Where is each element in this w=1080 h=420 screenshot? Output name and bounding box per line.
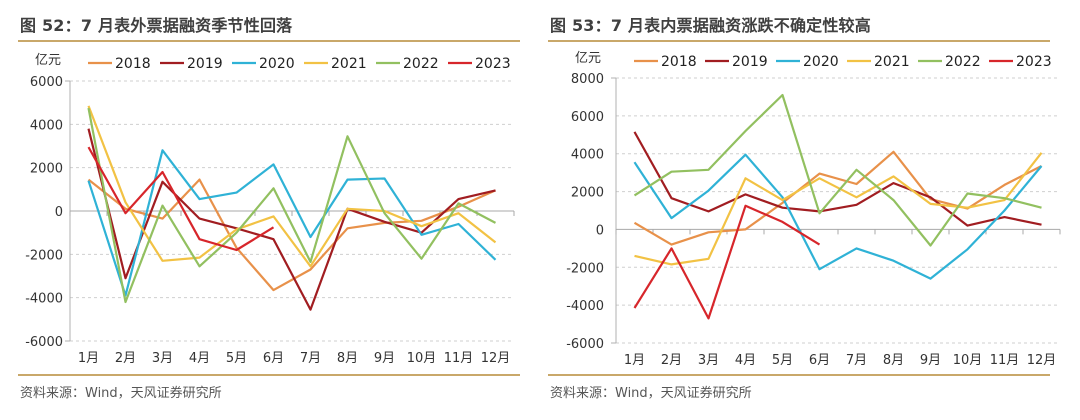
x-tick-label: 11月 (444, 351, 474, 366)
legend-label-2023: 2023 (1016, 54, 1052, 70)
legend-label-2021: 2021 (331, 56, 367, 72)
x-tick-label: 5月 (772, 353, 793, 368)
legend-label-2020: 2020 (803, 54, 839, 70)
legend-label-2019: 2019 (187, 56, 223, 72)
x-tick-label: 3月 (698, 353, 719, 368)
x-tick-label: 4月 (735, 353, 756, 368)
legend-label-2022: 2022 (945, 54, 981, 70)
x-tick-label: 10月 (953, 353, 983, 368)
x-tick-label: 8月 (337, 351, 358, 366)
x-tick-label: 8月 (883, 353, 904, 368)
y-tick-label: -2000 (25, 248, 63, 263)
line-chart-off-balance-bill: 亿元 6000 4000 2000 0 -2000 -4000 -6000 1月 2月 3月 4月 5月… (25, 53, 515, 366)
series-line-2020 (633, 153, 1043, 280)
x-tick-label: 6月 (263, 351, 284, 366)
chart-title: 图 53：7 月表内票据融资涨跌不确定性较高 (550, 16, 871, 35)
y-tick-label: -6000 (25, 335, 63, 350)
x-tick-label: 9月 (374, 351, 395, 366)
y-tick-label: 6000 (30, 75, 63, 90)
x-tick-label: 6月 (809, 353, 830, 368)
y-tick-label: 4000 (30, 118, 63, 133)
x-tick-label: 4月 (189, 351, 210, 366)
legend-label-2019: 2019 (732, 54, 768, 70)
legend-label-2020: 2020 (259, 56, 295, 72)
x-tick-label: 3月 (152, 351, 173, 366)
x-tick-label: 2月 (661, 353, 682, 368)
series-line-2020 (87, 149, 497, 297)
series-line-2023 (87, 146, 275, 252)
series-line-2018 (87, 178, 496, 292)
x-tick-label: 11月 (990, 353, 1020, 368)
source-note: 资料来源：Wind，天风证券研究所 (550, 386, 752, 401)
y-tick-label: 0 (55, 205, 63, 220)
series-line-2021 (634, 152, 1043, 266)
x-tick-label: 10月 (407, 351, 437, 366)
legend-label-2023: 2023 (475, 56, 511, 72)
source-note: 资料来源：Wind，天风证券研究所 (20, 386, 222, 401)
series-line-2021 (87, 105, 497, 268)
x-tick-label: 12月 (481, 351, 511, 366)
series-line-2023 (633, 204, 821, 320)
title-divider (548, 40, 1050, 42)
title-divider (18, 40, 520, 42)
x-tick-label: 2月 (115, 351, 136, 366)
chart-panel-53: 图 53：7 月表内票据融资涨跌不确定性较高 亿元 8000 6000 4000 200… (548, 0, 1068, 420)
x-tick-label: 5月 (226, 351, 247, 366)
y-axis-unit-label: 亿元 (35, 53, 61, 68)
chart-title: 图 52：7 月表外票据融资季节性回落 (20, 16, 293, 35)
x-tick-label: 7月 (300, 351, 321, 366)
y-tick-label: 0 (596, 223, 604, 238)
x-tick-label: 9月 (920, 353, 941, 368)
chart-panel-52: 图 52：7 月表外票据融资季节性回落 亿元 6000 4000 2000 0 -2000… (18, 0, 538, 420)
footer-divider (548, 374, 1050, 376)
y-tick-label: 6000 (571, 110, 604, 125)
y-axis-unit-label: 亿元 (575, 51, 601, 66)
legend-label-2018: 2018 (661, 54, 697, 70)
line-chart-on-balance-bill: 亿元 8000 6000 4000 2000 0 -2000 -4000 -6000 1月 2月 3月… (566, 51, 1061, 368)
y-tick-label: -4000 (25, 292, 63, 307)
x-tick-label: 7月 (846, 353, 867, 368)
y-tick-label: -4000 (566, 299, 604, 314)
y-tick-label: 2000 (571, 186, 604, 201)
legend-label-2018: 2018 (115, 56, 151, 72)
x-tick-label: 12月 (1027, 353, 1057, 368)
y-tick-label: 4000 (571, 148, 604, 163)
series-line-2018 (633, 150, 1043, 246)
legend-label-2021: 2021 (874, 54, 910, 70)
footer-divider (18, 374, 520, 376)
series-line-2022 (87, 107, 497, 304)
legend-label-2022: 2022 (403, 56, 439, 72)
y-tick-label: 8000 (571, 72, 604, 87)
series-line-2022 (633, 93, 1042, 247)
series-line-2019 (87, 128, 496, 311)
y-tick-label: 2000 (30, 162, 63, 177)
x-tick-label: 1月 (78, 351, 99, 366)
y-tick-label: -6000 (566, 337, 604, 352)
series-line-2019 (633, 131, 1042, 227)
x-tick-label: 1月 (624, 353, 645, 368)
y-tick-label: -2000 (566, 261, 604, 276)
